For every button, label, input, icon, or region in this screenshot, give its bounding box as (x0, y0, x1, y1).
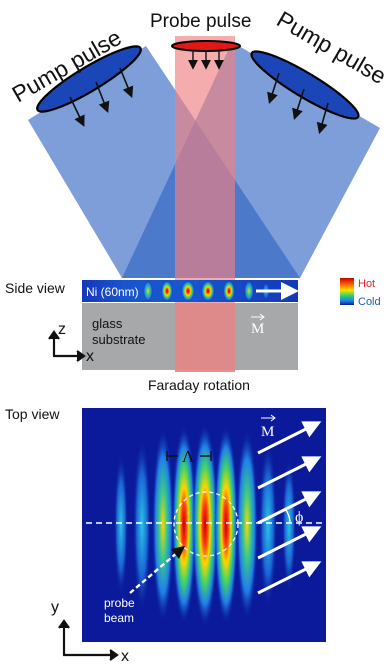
axis-y-label: y (51, 599, 59, 616)
axis-x-top-label: x (121, 648, 129, 664)
heat-colorbar (340, 278, 354, 305)
magnetization-label-top: M (261, 414, 276, 440)
probe-spot-circle (173, 491, 239, 557)
side-axes (48, 330, 86, 362)
side-view-label: Side view (5, 280, 66, 296)
cold-label: Cold (358, 296, 381, 308)
glass-label-1: glass (92, 316, 123, 331)
svg-text:M: M (251, 321, 264, 337)
probe-beam-pointer-head (171, 546, 185, 559)
phi-arc (285, 509, 291, 524)
axis-z-label: z (58, 321, 66, 338)
magnetization-label-side: M (251, 313, 265, 337)
probe-arrows (188, 50, 224, 70)
axis-x-side-label: x (86, 348, 94, 365)
svg-text:M: M (261, 424, 274, 440)
pump-arrows-right (267, 72, 329, 135)
lambda-marker (166, 451, 212, 461)
probe-beam-pointer (129, 551, 179, 594)
probe-through-glass (175, 303, 235, 372)
interference-fringes (114, 423, 296, 627)
ni-hotspots (143, 280, 270, 302)
probe-label: Probe pulse (150, 11, 251, 32)
top-axes (58, 619, 119, 661)
magnetization-arrows-top (257, 421, 322, 595)
glass-label-2: substrate (92, 332, 145, 347)
hot-label: Hot (358, 278, 375, 290)
pump-source-left (36, 45, 142, 113)
pump-source-right (250, 50, 360, 120)
pump-arrows-left (69, 67, 134, 127)
ni-layer-label: Ni (60nm) (86, 285, 139, 299)
probe-beam-label-1: probe (104, 596, 135, 610)
top-view-label: Top view (5, 406, 60, 422)
phi-label: ϕ (295, 509, 303, 526)
probe-source (171, 40, 241, 52)
faraday-label: Faraday rotation (148, 377, 250, 393)
probe-beam-label-2: beam (104, 611, 134, 625)
lambda-label: Λ (182, 447, 195, 466)
